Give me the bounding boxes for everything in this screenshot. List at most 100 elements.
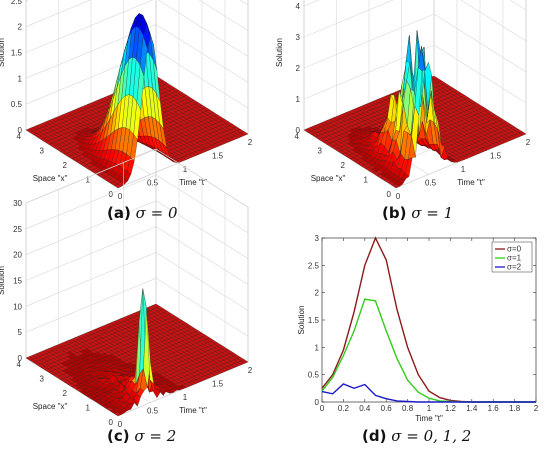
t-tick-label: 1 — [183, 393, 188, 402]
x-tick-label: 1.6 — [488, 404, 500, 413]
caption-a-text: σ = 0 — [135, 204, 178, 222]
z-tick-label: 1 — [18, 74, 23, 83]
t-axis-label: Time "t" — [179, 178, 207, 187]
caption-a-letter: (a) — [107, 204, 131, 222]
z-tick-label: 0 — [18, 354, 23, 363]
x-tick-label: 2 — [63, 389, 68, 398]
x-tick-label: 3 — [318, 147, 323, 156]
z-tick-label: 25 — [13, 225, 22, 234]
y-tick-label: 2.5 — [308, 261, 320, 270]
caption-d: (d) σ = 0, 1, 2 — [362, 427, 471, 445]
y-tick-label: 3 — [315, 234, 320, 243]
x-tick-label: 0 — [109, 190, 114, 199]
z-tick-label: 30 — [13, 199, 22, 208]
y-tick-label: 0 — [315, 398, 320, 407]
t-tick-label: 0.5 — [147, 407, 159, 416]
z-tick-label: 5 — [18, 328, 23, 337]
z-tick-label: 1.5 — [11, 49, 23, 58]
t-tick-label: 2 — [526, 138, 531, 147]
x-tick-label: 0 — [387, 190, 392, 199]
t-tick-label: 1 — [183, 165, 188, 174]
x-tick-label: 1 — [86, 404, 91, 413]
x-tick-label: 1.2 — [445, 404, 457, 413]
z-tick-label: 10 — [13, 302, 22, 311]
x-tick-label: 2 — [341, 161, 346, 170]
y-tick-label: 1 — [315, 343, 320, 352]
x-tick-label: 2 — [63, 161, 68, 170]
t-tick-label: 1 — [461, 165, 466, 174]
z-tick-label: 0 — [18, 126, 23, 135]
t-tick-label: 0.5 — [147, 179, 159, 188]
caption-b-letter: (b) — [382, 204, 407, 222]
grid-line-z — [25, 0, 91, 27]
z-tick-label: 2.5 — [11, 0, 23, 6]
caption-d-text: σ = 0, 1, 2 — [391, 427, 472, 445]
x-axis-label: Space "x" — [311, 174, 346, 183]
caption-d-letter: (d) — [362, 427, 387, 445]
z-tick-label: 4 — [296, 2, 301, 11]
x-axis-label: Space "x" — [33, 402, 68, 411]
z-axis-label: Solution — [0, 38, 6, 67]
caption-c-text: σ = 2 — [134, 427, 177, 445]
legend-label-2: σ=1 — [507, 254, 522, 263]
x-axis-label: Space "x" — [33, 174, 68, 183]
caption-a: (a) σ = 0 — [107, 204, 178, 222]
z-axis-label: Solution — [0, 266, 6, 295]
t-tick-label: 2 — [248, 138, 253, 147]
x-tick-label: 0.4 — [359, 404, 371, 413]
z-tick-label: 1 — [296, 95, 301, 104]
z-tick-label: 2 — [18, 23, 23, 32]
z-tick-label: 20 — [13, 251, 22, 260]
caption-c: (c) σ = 2 — [107, 427, 176, 445]
surface-patch — [240, 359, 249, 364]
t-tick-label: 1.5 — [212, 152, 224, 161]
t-axis-label: Time "t" — [457, 178, 485, 187]
z-tick-label: 15 — [13, 277, 22, 286]
t-tick-label: 1.5 — [490, 152, 502, 161]
series-line-3 — [321, 383, 536, 403]
z-axis-label: Solution — [275, 38, 284, 67]
y-axis-label: Solution — [297, 306, 306, 335]
x-tick-label: 4 — [17, 360, 22, 369]
y-tick-label: 0.5 — [308, 371, 320, 380]
x-tick-label: 3 — [40, 375, 45, 384]
x-tick-label: 0.6 — [381, 404, 393, 413]
t-tick-label: 1.5 — [212, 380, 224, 389]
x-tick-label: 4 — [295, 132, 300, 141]
x-axis-label: Time "t" — [415, 414, 443, 423]
surface-group: 00.511.522.5300.511.5201234SolutionTime … — [0, 0, 253, 201]
caption-b: (b) σ = 1 — [382, 204, 453, 222]
t-tick-label: 0.5 — [425, 179, 437, 188]
t-tick-label: 2 — [248, 366, 253, 375]
x-tick-label: 1 — [86, 176, 91, 185]
caption-c-letter: (c) — [107, 427, 130, 445]
x-tick-label: 0.8 — [402, 404, 414, 413]
x-tick-label: 4 — [17, 132, 22, 141]
z-tick-label: 0.5 — [11, 100, 23, 109]
z-tick-label: 0 — [296, 126, 301, 135]
x-tick-label: 1.8 — [509, 404, 521, 413]
surface-plot-sigma-0: 00.511.522.5300.511.5201234SolutionTime … — [0, 0, 253, 201]
caption-b-text: σ = 1 — [411, 204, 454, 222]
t-tick-label: 0 — [118, 192, 123, 201]
line-plot-sigma-comparison: 0 0.2 0.4 0.6 0.8 1 1.2 1.4 1.6 1.8 2 0 0.5 1 1.5 2 2.5 3… — [297, 234, 539, 423]
grid-line-z — [509, 0, 527, 11]
x-tick-label: 2 — [534, 404, 539, 413]
z-tick-label: 3 — [296, 33, 301, 42]
surface-patch — [240, 131, 249, 136]
x-tick-label: 1.4 — [466, 404, 478, 413]
legend-label-3: σ=2 — [507, 263, 522, 272]
t-axis-label: Time "t" — [179, 406, 207, 415]
y-tick-label: 2 — [315, 289, 320, 298]
x-tick-label: 0 — [320, 404, 325, 413]
x-tick-label: 0 — [109, 418, 114, 427]
t-tick-label: 0 — [396, 192, 401, 201]
z-tick-label: 2 — [296, 64, 301, 73]
surface-patch — [518, 131, 527, 136]
x-tick-label: 0.2 — [338, 404, 350, 413]
x-tick-label: 1 — [364, 176, 369, 185]
